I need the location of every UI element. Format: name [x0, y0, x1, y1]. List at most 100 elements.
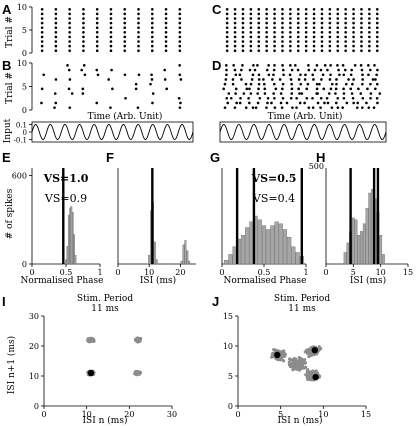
- raster-c-spike: [328, 49, 332, 52]
- raster-d-spike: [312, 78, 315, 81]
- raster-d-spike: [334, 87, 338, 91]
- raster-d-spike: [267, 73, 271, 77]
- raster-c-spike: [273, 44, 276, 48]
- raster-c-spike: [265, 40, 268, 43]
- raster-d-spike: [245, 87, 249, 91]
- raster-d-spike: [272, 92, 275, 95]
- scatter-j-point: [292, 364, 296, 368]
- raster-d-spike: [254, 106, 258, 109]
- raster-c-spike: [273, 35, 276, 39]
- raster-b-spike: [40, 101, 43, 105]
- hist-h-bar: [362, 223, 366, 265]
- hist-g-bar: [240, 235, 246, 265]
- hist-e-bar: [65, 259, 67, 265]
- panel-label-e: E: [2, 150, 11, 165]
- raster-c-spike: [312, 21, 316, 25]
- raster-d-spike: [361, 78, 364, 81]
- raster-b-spike: [178, 64, 181, 67]
- raster-c-spike: [265, 49, 268, 52]
- hist-f-xtick-label: 20: [175, 268, 185, 277]
- raster-c-spike: [368, 8, 371, 11]
- raster-d-spike: [256, 101, 260, 105]
- raster-d-spike: [352, 78, 355, 81]
- input-d-input-wave: [219, 124, 387, 140]
- raster-c-spike: [233, 21, 237, 25]
- raster-c-spike: [320, 8, 324, 11]
- raster-d-spike: [318, 82, 321, 86]
- raster-b-spike: [68, 78, 72, 81]
- raster-d-spike: [250, 78, 254, 81]
- raster-b-spike: [83, 73, 87, 77]
- raster-a-spike: [95, 49, 99, 52]
- raster-d-spike: [367, 106, 371, 109]
- raster-d-spike: [326, 101, 330, 105]
- raster-c-spike: [233, 17, 237, 20]
- hist-e-bar: [66, 246, 69, 265]
- raster-a-spike: [123, 40, 127, 43]
- scatter-j-point: [306, 368, 310, 372]
- raster-c-spike: [368, 31, 371, 34]
- hist-h-xtick-label: 10: [376, 268, 386, 277]
- raster-a-spike: [137, 8, 140, 11]
- raster-d-spike: [359, 92, 363, 95]
- raster-b-spike: [136, 106, 140, 109]
- raster-a-spike: [164, 12, 168, 16]
- raster-c-spike: [328, 17, 332, 20]
- raster-a-spike: [178, 26, 182, 30]
- raster-d-spike: [290, 68, 294, 72]
- raster-c-spike: [281, 26, 284, 30]
- raster-d-spike: [319, 68, 323, 72]
- scatter-j-point: [317, 345, 321, 349]
- raster-d-spike: [258, 96, 262, 100]
- hist-g-marker: [300, 168, 303, 264]
- raster-a-spike: [137, 49, 140, 52]
- raster-c-spike: [265, 44, 268, 48]
- raster-d-spike: [272, 73, 275, 77]
- raster-c-spike: [225, 12, 229, 16]
- raster-c-spike: [249, 17, 253, 20]
- raster-a-spike: [68, 44, 71, 48]
- raster-b-spike: [177, 96, 181, 100]
- raster-d-spike: [238, 73, 242, 77]
- raster-d-spike: [375, 96, 379, 100]
- raster-d-spike: [281, 68, 285, 72]
- hist-e-bar: [67, 215, 70, 265]
- raster-c-spike: [320, 35, 324, 39]
- raster-a-spike: [164, 44, 168, 48]
- raster-c-spike: [273, 49, 276, 52]
- raster-d-spike: [229, 96, 233, 100]
- raster-b-spike: [163, 78, 167, 81]
- hist-h-bar: [357, 235, 361, 265]
- raster-a-spike: [150, 26, 154, 30]
- raster-c-spike: [296, 49, 300, 52]
- raster-c-spike: [320, 44, 324, 48]
- hist-e-annotation: VS=0.9: [44, 192, 87, 205]
- hist-e-xtick-label: 0: [29, 268, 34, 277]
- hist-h-ytick-label: 500: [309, 162, 324, 171]
- raster-d-spike: [360, 68, 364, 72]
- raster-d-spike: [369, 82, 372, 86]
- raster-c-spike: [336, 17, 340, 20]
- scatter-i-point: [89, 337, 94, 341]
- hist-h-marker: [372, 168, 376, 264]
- raster-c-spike: [304, 21, 308, 25]
- raster-c-spike: [281, 44, 284, 48]
- raster-d-spike: [285, 101, 289, 105]
- panel-label-b: B: [2, 58, 11, 73]
- raster-c-spike: [233, 40, 237, 43]
- raster-c-spike: [312, 17, 316, 20]
- raster-b-spike: [123, 73, 127, 77]
- raster-d-spike: [272, 82, 276, 86]
- input-b-input-ytick-label: 0.1: [16, 122, 27, 130]
- raster-c-spike: [281, 35, 284, 39]
- raster-b-spike: [67, 87, 71, 91]
- raster-b-spike: [151, 92, 155, 95]
- raster-d-spike: [299, 82, 303, 86]
- raster-c-spike: [344, 8, 347, 11]
- raster-d-spike: [273, 106, 277, 109]
- raster-b-spike: [178, 73, 182, 77]
- scatter-j-point: [308, 354, 313, 358]
- raster-d-spike: [319, 106, 322, 109]
- input-b-ylabel: Input: [3, 118, 13, 143]
- raster-a-spike: [137, 35, 140, 39]
